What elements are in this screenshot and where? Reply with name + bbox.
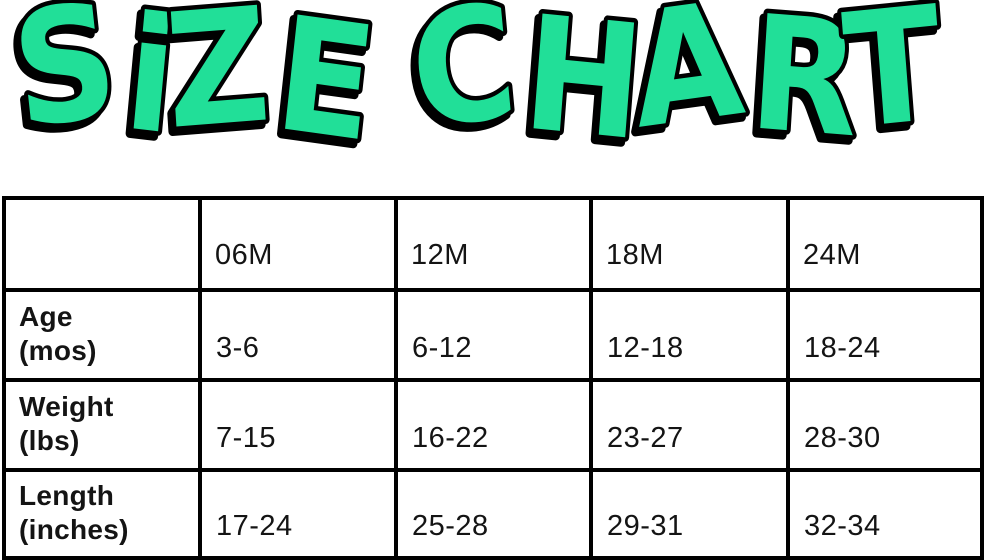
table-row-length: Length (inches) 17-24 25-28 29-31 32-34 (2, 468, 984, 560)
table-row-age: Age (mos) 3-6 6-12 12-18 18-24 (2, 288, 984, 382)
header-row: 06M 12M 18M 24M (2, 196, 984, 292)
row-label-text: Weight (19, 391, 114, 423)
row-label-age: Age (mos) (2, 288, 202, 382)
column-header-12m: 12M (394, 196, 593, 292)
column-header-24m: 24M (786, 196, 984, 292)
row-label-text: Age (19, 301, 73, 333)
value-cell: 3-6 (198, 288, 398, 382)
value-cell: 6-12 (394, 288, 593, 382)
row-label-unit: (mos) (19, 335, 97, 366)
value-cell: 18-24 (786, 288, 984, 382)
value-cell: 28-30 (786, 378, 984, 472)
row-label-length: Length (inches) (2, 468, 202, 560)
row-label-unit: (lbs) (19, 425, 80, 456)
column-header-18m: 18M (589, 196, 790, 292)
value-cell: 32-34 (786, 468, 984, 560)
value-cell: 16-22 (394, 378, 593, 472)
row-label-unit: (inches) (19, 514, 129, 545)
row-label-text: Length (19, 480, 115, 512)
corner-cell (2, 196, 202, 292)
value-cell: 7-15 (198, 378, 398, 472)
value-cell: 29-31 (589, 468, 790, 560)
table-row-weight: Weight (lbs) 7-15 16-22 23-27 28-30 (2, 378, 984, 472)
title-banner: SiZE CHART (0, 0, 984, 181)
column-header-06m: 06M (198, 196, 398, 292)
value-cell: 25-28 (394, 468, 593, 560)
size-chart-table: 06M 12M 18M 24M Age (mos) 3-6 6-12 12-18… (2, 196, 984, 560)
size-table-container: 06M 12M 18M 24M Age (mos) 3-6 6-12 12-18… (2, 196, 984, 560)
row-label-weight: Weight (lbs) (2, 378, 202, 472)
value-cell: 17-24 (198, 468, 398, 560)
page-title: SiZE CHART (3, 0, 949, 176)
title-graphic: SiZE CHART (0, 0, 953, 181)
value-cell: 23-27 (589, 378, 790, 472)
value-cell: 12-18 (589, 288, 790, 382)
